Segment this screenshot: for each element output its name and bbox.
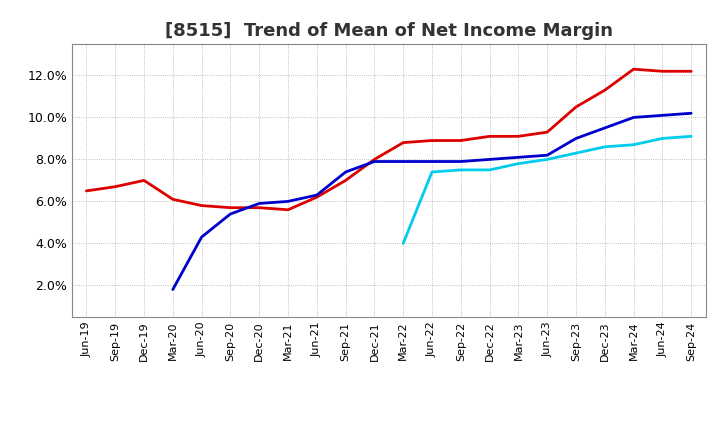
Text: [8515]  Trend of Mean of Net Income Margin: [8515] Trend of Mean of Net Income Margi… bbox=[165, 22, 613, 40]
